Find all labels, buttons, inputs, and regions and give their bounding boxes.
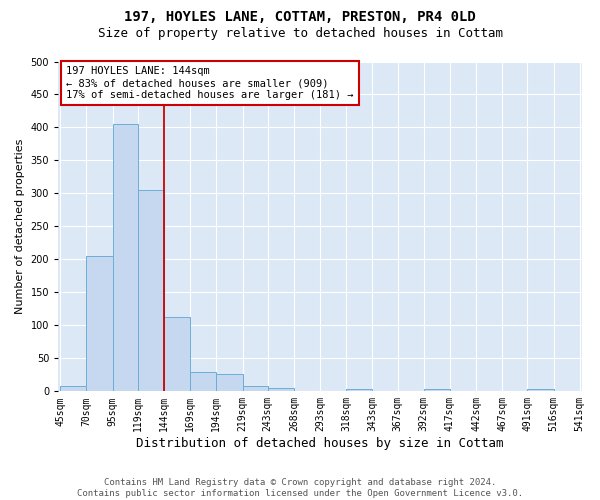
Bar	[164, 317, 190, 392]
Bar	[217, 374, 242, 392]
Bar	[138, 190, 164, 392]
Bar	[242, 386, 268, 392]
Bar	[268, 388, 294, 392]
Bar	[527, 388, 554, 392]
Text: 197 HOYLES LANE: 144sqm
← 83% of detached houses are smaller (909)
17% of semi-d: 197 HOYLES LANE: 144sqm ← 83% of detache…	[66, 66, 353, 100]
Bar	[86, 256, 113, 392]
Bar	[61, 386, 86, 392]
Y-axis label: Number of detached properties: Number of detached properties	[15, 138, 25, 314]
Text: Contains HM Land Registry data © Crown copyright and database right 2024.
Contai: Contains HM Land Registry data © Crown c…	[77, 478, 523, 498]
Bar	[346, 388, 373, 392]
Text: 197, HOYLES LANE, COTTAM, PRESTON, PR4 0LD: 197, HOYLES LANE, COTTAM, PRESTON, PR4 0…	[124, 10, 476, 24]
X-axis label: Distribution of detached houses by size in Cottam: Distribution of detached houses by size …	[136, 437, 504, 450]
Bar	[113, 124, 138, 392]
Bar	[424, 388, 450, 392]
Bar	[190, 372, 217, 392]
Text: Size of property relative to detached houses in Cottam: Size of property relative to detached ho…	[97, 28, 503, 40]
